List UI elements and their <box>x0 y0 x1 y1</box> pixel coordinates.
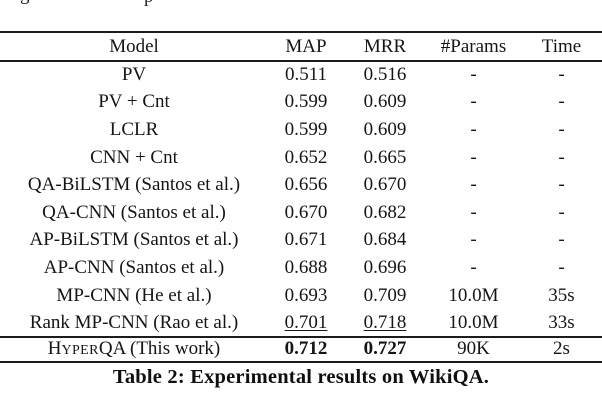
cell-model: AP-CNN (Santos et al.) <box>43 256 225 278</box>
cell-params: - <box>470 91 477 113</box>
cell-time: 2s <box>553 338 570 360</box>
cell-params: - <box>470 201 477 223</box>
header-row: Model MAP MRR #Params Time <box>0 32 602 61</box>
cell-params: 10.0M <box>448 311 499 333</box>
cell-map: 0.688 <box>284 256 328 278</box>
results-table: Model MAP MRR #Params Time PV 0.511 0.516 -… <box>0 31 602 363</box>
model-name-smallcaps: YPER <box>61 343 99 359</box>
model-name-post: QA (This work) <box>98 338 221 360</box>
cell-params: - <box>470 229 477 251</box>
cell-map: 0.693 <box>284 284 328 306</box>
table-body: PV 0.511 0.516 - - PV + Cnt 0.599 0.609 - - LCLR 0.… <box>0 61 602 337</box>
mrr-value: 0.727 <box>363 338 407 360</box>
cell-model: PV <box>121 64 147 86</box>
table-row: QA-CNN (Santos et al.) 0.670 0.682 - - <box>0 199 602 227</box>
cell-map: 0.670 <box>284 201 328 223</box>
clipped-text-fragment: p <box>144 0 162 8</box>
cell-mrr: 0.670 <box>363 174 407 196</box>
cell-time: 33s <box>548 311 575 333</box>
cell-params: - <box>470 118 477 140</box>
cell-map: 0.656 <box>284 174 328 196</box>
map-value-underlined: 0.701 <box>284 311 328 333</box>
table-footer-body: HYPERQA (This work) 0.712 0.727 90K 2s <box>0 336 602 362</box>
clipped-glyph: p <box>144 0 154 8</box>
cell-map: 0.652 <box>284 146 328 168</box>
table-row: Rank MP-CNN (Rao et al.) 0.701 0.718 10.0M 3… <box>0 309 602 337</box>
cell-mrr: 0.682 <box>363 201 407 223</box>
table-row: CNN + Cnt 0.652 0.665 - - <box>0 144 602 172</box>
cell-map: 0.599 <box>284 118 328 140</box>
cell-params: - <box>470 146 477 168</box>
cell-time: - <box>558 64 565 86</box>
clipped-text-fragment: g <box>20 0 38 6</box>
cell-params: - <box>470 256 477 278</box>
cell-model: CNN + Cnt <box>90 146 178 168</box>
column-header-model: Model <box>109 35 159 57</box>
cell-mrr: 0.684 <box>363 229 407 251</box>
cell-mrr: 0.516 <box>363 64 407 86</box>
cell-mrr: 0.696 <box>363 256 407 278</box>
table-row: AP-BiLSTM (Santos et al.) 0.671 0.684 - - <box>0 227 602 255</box>
cell-map: 0.701 <box>268 309 344 337</box>
cell-mrr: 0.709 <box>363 284 407 306</box>
column-header-params: #Params <box>440 35 507 57</box>
cell-model: Rank MP-CNN (Rao et al.) <box>29 311 239 333</box>
cell-params: - <box>470 174 477 196</box>
cell-time: - <box>558 256 565 278</box>
cell-model: QA-CNN (Santos et al.) <box>42 201 226 223</box>
cell-model: LCLR <box>109 118 159 140</box>
table-caption: Table 2: Experimental results on WikiQA. <box>112 365 490 388</box>
cell-mrr: 0.665 <box>363 146 407 168</box>
cell-time: 35s <box>548 284 575 306</box>
cell-time: - <box>558 229 565 251</box>
table-row: LCLR 0.599 0.609 - - <box>0 116 602 144</box>
cell-model: AP-BiLSTM (Santos et al.) <box>29 229 239 251</box>
cell-map: 0.712 <box>268 337 344 362</box>
cell-time: - <box>558 201 565 223</box>
cell-map: 0.511 <box>284 64 328 86</box>
table-row: PV + Cnt 0.599 0.609 - - <box>0 89 602 117</box>
cell-map: 0.599 <box>284 91 328 113</box>
cell-time: - <box>558 174 565 196</box>
map-value: 0.712 <box>284 338 328 360</box>
cell-time: - <box>558 118 565 140</box>
table-row: QA-BiLSTM (Santos et al.) 0.656 0.670 - - <box>0 171 602 199</box>
cell-model: HYPERQA (This work) <box>0 337 268 362</box>
cell-mrr: 0.718 <box>344 309 426 337</box>
cell-time: - <box>558 91 565 113</box>
cell-params: - <box>470 64 477 86</box>
cell-mrr: 0.609 <box>363 118 407 140</box>
clipped-glyph: g <box>20 0 30 6</box>
cell-model: MP-CNN (He et al.) <box>56 284 212 306</box>
column-header-mrr: MRR <box>363 35 407 57</box>
cell-mrr: 0.609 <box>363 91 407 113</box>
table-row: PV 0.511 0.516 - - <box>0 61 602 89</box>
table-header: Model MAP MRR #Params Time <box>0 32 602 61</box>
cell-params: 90K <box>457 338 490 360</box>
table-row-hyperqa: HYPERQA (This work) 0.712 0.727 90K 2s <box>0 336 602 362</box>
cell-params: 10.0M <box>448 284 499 306</box>
column-header-map: MAP <box>285 35 327 57</box>
cell-time: - <box>558 146 565 168</box>
cell-model: PV + Cnt <box>98 91 170 113</box>
table-row: AP-CNN (Santos et al.) 0.688 0.696 - - <box>0 254 602 282</box>
column-header-time: Time <box>541 35 582 57</box>
model-name-pre: H <box>47 338 62 360</box>
mrr-value-underlined: 0.718 <box>363 311 407 333</box>
cell-mrr: 0.727 <box>344 337 426 362</box>
cell-map: 0.671 <box>284 229 328 251</box>
cell-model: QA-BiLSTM (Santos et al.) <box>27 174 241 196</box>
table-row: MP-CNN (He et al.) 0.693 0.709 10.0M 35s <box>0 282 602 310</box>
